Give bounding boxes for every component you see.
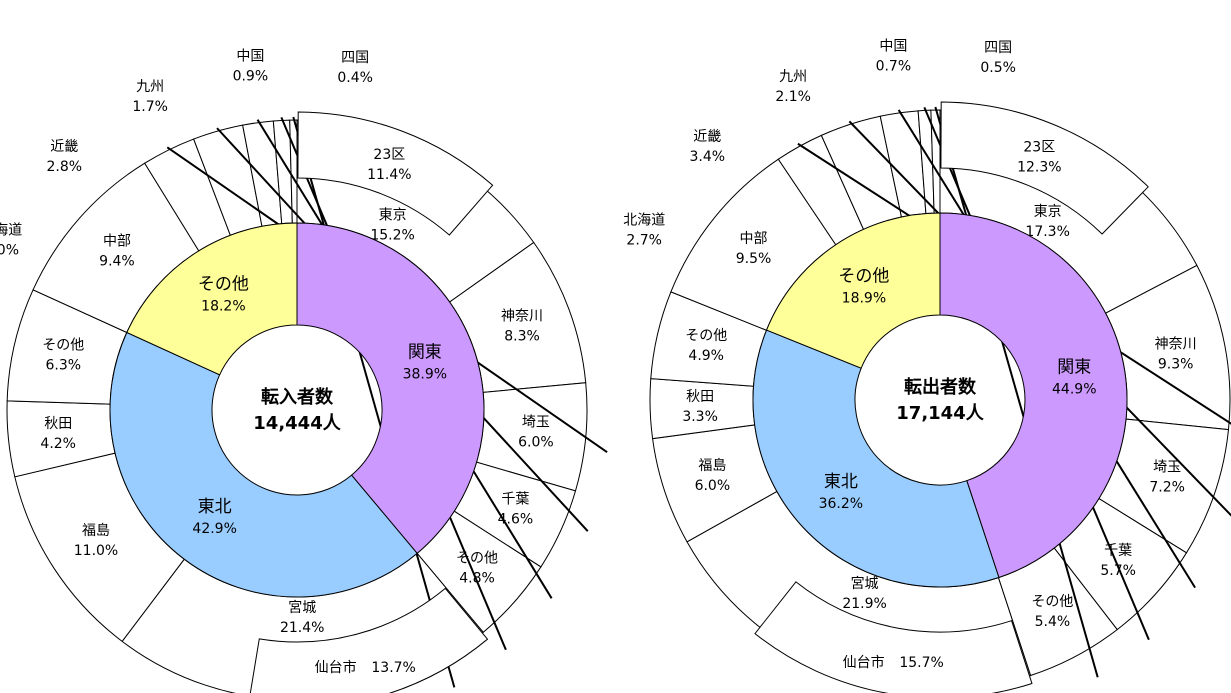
sub-label: 仙台市 — [315, 659, 357, 676]
inner-label: その他 — [198, 275, 249, 295]
outer-value-label: 6.0% — [518, 435, 554, 451]
outer-label: 近畿 — [50, 139, 78, 155]
outer-label: 東京 — [1034, 204, 1062, 220]
center-total: 17,144人 — [896, 403, 984, 424]
inner-slice — [296, 222, 485, 555]
outer-value-label: 4.2% — [40, 436, 76, 452]
outer-value-label: 3.3% — [682, 409, 718, 425]
outer-value-label: 1.7% — [132, 99, 168, 115]
inner-slice — [109, 331, 418, 598]
outer-label: 秋田 — [44, 416, 72, 432]
outer-label: その他 — [1031, 594, 1073, 610]
inner-label: 関東 — [408, 343, 442, 363]
inner-label: 関東 — [1057, 357, 1091, 377]
outer-value-label: 4.9% — [688, 348, 724, 364]
outer-label: その他 — [42, 337, 84, 353]
outer-value-label: 11.0% — [74, 543, 118, 559]
sub-value-label: 12.3% — [1017, 160, 1061, 176]
outer-label: 北海道 — [623, 213, 665, 229]
inner-label: 東北 — [198, 497, 232, 517]
sub-value-label: 13.7% — [371, 660, 415, 676]
inner-slice — [752, 329, 1000, 588]
outer-value-label: 15.2% — [370, 227, 414, 243]
sub-label: 23区 — [1023, 140, 1055, 156]
outer-value-label: 5.4% — [1035, 614, 1071, 630]
outer-label: 中部 — [740, 231, 768, 247]
outer-label: 北海道 — [0, 223, 22, 239]
inner-value-label: 44.9% — [1052, 381, 1096, 397]
outer-label: その他 — [685, 328, 727, 344]
inner-value-label: 42.9% — [192, 521, 236, 537]
outer-value-label: 0.9% — [233, 68, 269, 84]
sub-slice — [754, 581, 1033, 693]
outer-value-label: 21.4% — [280, 620, 324, 636]
outer-label: 中部 — [103, 233, 131, 249]
outer-value-label: 5.7% — [1100, 563, 1136, 579]
outer-label: 埼玉 — [1153, 459, 1181, 475]
inner-label: 東北 — [824, 472, 858, 492]
center-title: 転出者数 — [904, 376, 977, 398]
sub-value-label: 15.7% — [899, 655, 943, 671]
sub-slice — [249, 587, 489, 693]
inner-value-label: 38.9% — [403, 367, 447, 383]
sub-slice — [940, 101, 1149, 235]
outer-value-label: 8.3% — [504, 329, 540, 345]
leader-line — [934, 106, 1099, 678]
leader-line — [292, 116, 456, 688]
outer-label: その他 — [456, 551, 498, 567]
outer-label: 神奈川 — [501, 309, 543, 325]
outer-value-label: 6.3% — [45, 357, 81, 373]
outer-value-label: 7.2% — [1149, 479, 1185, 495]
inner-slice — [126, 222, 298, 376]
center-total: 14,444人 — [253, 413, 341, 434]
outer-label: 埼玉 — [522, 415, 550, 431]
outer-value-label: 17.3% — [1025, 224, 1069, 240]
outer-label: 九州 — [779, 69, 807, 85]
outer-value-label: 0.7% — [876, 58, 912, 74]
outer-label: 九州 — [136, 79, 164, 95]
outer-value-label: 3.4% — [690, 149, 726, 165]
inner-value-label: 18.2% — [201, 299, 245, 315]
inner-slice — [939, 212, 1128, 579]
outer-value-label: 0.4% — [337, 70, 373, 86]
inner-label: その他 — [838, 266, 889, 286]
outer-label: 中国 — [879, 38, 907, 54]
outer-label: 四国 — [341, 50, 369, 66]
outer-label: 神奈川 — [1155, 337, 1197, 353]
sub-value-label: 11.4% — [367, 167, 411, 183]
sub-label: 23区 — [373, 147, 405, 163]
outer-value-label: 2.1% — [775, 89, 811, 105]
outer-label: 四国 — [984, 40, 1012, 56]
outer-label: 宮城 — [851, 576, 879, 592]
outer-label: 秋田 — [686, 389, 714, 405]
outer-label: 福島 — [82, 523, 110, 539]
outer-label: 福島 — [698, 458, 726, 474]
outer-value-label: 9.4% — [99, 253, 135, 269]
outer-label: 東京 — [379, 207, 407, 223]
outer-value-label: 9.3% — [1158, 357, 1194, 373]
sub-slice — [297, 111, 494, 236]
outer-value-label: 0.5% — [980, 60, 1016, 76]
outer-value-label: 2.7% — [626, 233, 662, 249]
outer-label: 近畿 — [693, 129, 721, 145]
inner-value-label: 36.2% — [819, 496, 863, 512]
sub-label: 仙台市 — [843, 654, 885, 671]
outer-label: 宮城 — [288, 600, 316, 616]
outer-value-label: 4.8% — [459, 571, 495, 587]
outer-value-label: 2.8% — [47, 159, 83, 175]
center-title: 転入者数 — [261, 386, 334, 408]
outer-value-label: 21.9% — [842, 596, 886, 612]
outer-value-label: 9.5% — [736, 251, 772, 267]
outer-value-label: 3.0% — [0, 243, 19, 259]
outer-label: 中国 — [236, 48, 264, 64]
outer-label: 千葉 — [501, 491, 529, 507]
inner-slice — [765, 212, 941, 369]
outer-label: 千葉 — [1104, 543, 1132, 559]
outer-value-label: 6.0% — [695, 478, 731, 494]
inner-value-label: 18.9% — [842, 290, 886, 306]
